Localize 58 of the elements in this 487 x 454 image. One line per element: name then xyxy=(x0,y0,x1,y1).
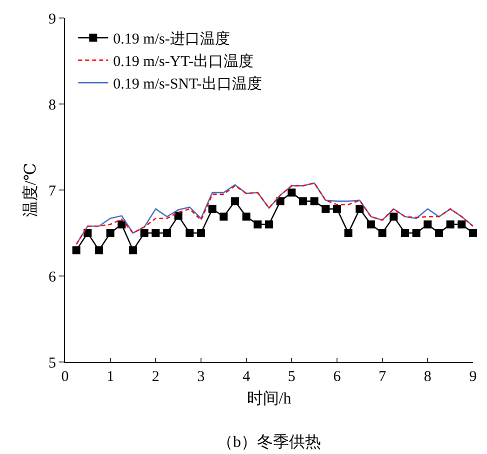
y-tick-label: 8 xyxy=(48,97,56,114)
point xyxy=(163,229,171,237)
point xyxy=(140,229,148,237)
point xyxy=(129,246,137,254)
point xyxy=(412,229,420,237)
y-tick-label: 7 xyxy=(48,183,56,200)
point xyxy=(95,246,103,254)
y-tick-label: 5 xyxy=(48,355,56,372)
point xyxy=(378,229,386,237)
x-axis-title: 时间/h xyxy=(246,390,292,408)
point xyxy=(435,229,443,237)
point xyxy=(276,197,284,206)
point xyxy=(322,204,330,213)
point xyxy=(458,220,466,228)
x-tick-label: 7 xyxy=(378,369,387,385)
point xyxy=(231,197,239,206)
point xyxy=(356,204,364,213)
x-tick-label: 8 xyxy=(424,369,432,385)
x-tick-label: 9 xyxy=(469,369,477,385)
point xyxy=(186,229,194,237)
point xyxy=(174,212,182,220)
point xyxy=(390,212,398,221)
point xyxy=(106,229,114,237)
point xyxy=(208,204,216,213)
point xyxy=(344,229,352,237)
point xyxy=(333,204,341,213)
point xyxy=(118,220,126,228)
point xyxy=(254,220,262,228)
point xyxy=(310,197,318,206)
point xyxy=(197,229,205,237)
point xyxy=(242,212,250,221)
x-tick-label: 4 xyxy=(242,369,251,385)
point xyxy=(72,246,80,254)
point xyxy=(446,220,454,228)
point xyxy=(424,220,432,228)
text: （b）冬季供热 xyxy=(217,433,321,451)
x-tick-label: 2 xyxy=(152,369,160,385)
x-tick-label: 0 xyxy=(61,369,69,385)
legend-label: 0.19 m/s-进口温度 xyxy=(113,30,230,48)
point xyxy=(469,229,477,237)
point xyxy=(152,229,160,237)
point xyxy=(367,220,375,228)
legend-label: 0.19 m/s-YT-出口温度 xyxy=(113,53,254,70)
point xyxy=(265,220,273,228)
point xyxy=(220,212,228,221)
legend-label: 0.19 m/s-SNT-出口温度 xyxy=(113,76,262,93)
line-series xyxy=(76,182,473,245)
x-tick-label: 1 xyxy=(106,369,114,385)
point xyxy=(84,229,92,237)
x-tick-label: 3 xyxy=(197,369,205,385)
point xyxy=(288,188,296,197)
y-axis-title: 温度/℃ xyxy=(21,162,40,218)
point xyxy=(401,229,409,237)
x-tick-label: 6 xyxy=(333,369,342,385)
y-tick-label: 9 xyxy=(48,11,56,28)
y-tick-label: 6 xyxy=(48,269,56,286)
x-tick-label: 5 xyxy=(288,369,296,385)
point xyxy=(299,197,307,206)
